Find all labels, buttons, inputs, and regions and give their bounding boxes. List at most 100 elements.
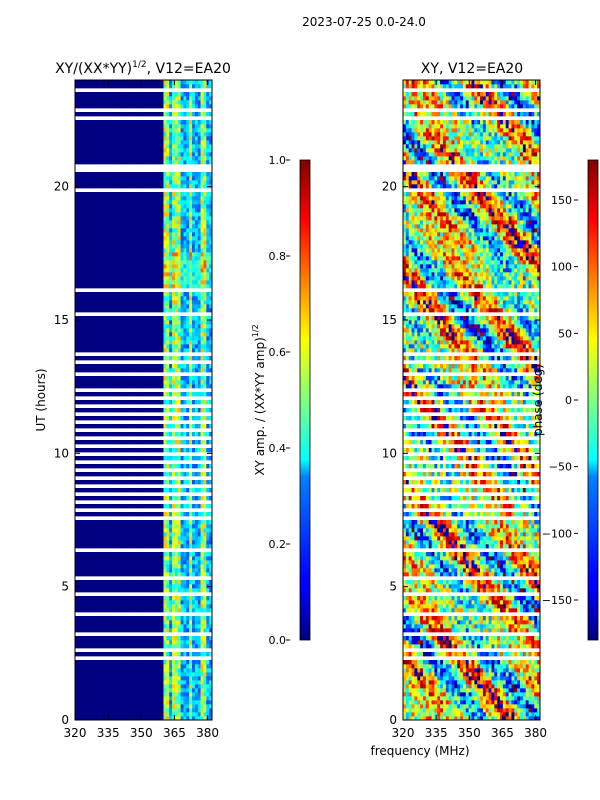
heatmap-cell xyxy=(189,488,193,493)
heatmap-cell xyxy=(200,296,204,301)
heatmap-cell xyxy=(177,628,181,633)
heatmap-cell xyxy=(192,400,196,405)
heatmap-cell xyxy=(83,364,87,369)
heatmap-cell xyxy=(143,696,147,701)
heatmap-cell xyxy=(140,336,144,341)
heatmap-cell xyxy=(209,532,213,537)
heatmap-cell xyxy=(132,496,136,501)
heatmap-cell xyxy=(209,596,213,601)
heatmap-cell xyxy=(103,304,107,309)
heatmap-cell xyxy=(152,552,156,557)
heatmap-cell xyxy=(137,584,141,589)
heatmap-cell xyxy=(120,640,124,645)
heatmap-cell xyxy=(174,328,179,333)
heatmap-cell xyxy=(140,464,144,469)
heatmap-cell xyxy=(123,192,127,197)
heatmap-cell xyxy=(174,308,179,313)
heatmap-cell xyxy=(143,496,147,501)
heatmap-cell xyxy=(129,488,133,493)
heatmap-cell xyxy=(180,320,184,325)
heatmap-cell xyxy=(209,628,213,633)
heatmap-cell xyxy=(146,512,150,517)
heatmap-cell xyxy=(183,604,187,609)
heatmap-cell xyxy=(206,692,210,697)
heatmap-cell xyxy=(197,524,201,529)
heatmap-cell xyxy=(206,424,210,429)
heatmap-cell xyxy=(100,512,104,517)
heatmap-cell xyxy=(132,236,136,241)
heatmap-cell xyxy=(203,280,207,285)
heatmap-cell xyxy=(117,676,122,681)
heatmap-cell xyxy=(200,608,204,613)
heatmap-cell xyxy=(86,328,90,333)
heatmap-cell xyxy=(143,284,147,289)
heatmap-cell xyxy=(194,480,199,485)
heatmap-cell xyxy=(146,384,150,389)
heatmap-cell xyxy=(106,296,110,301)
heatmap-cell xyxy=(89,532,93,537)
heatmap-cell xyxy=(97,708,102,713)
heatmap-cell xyxy=(120,216,124,221)
heatmap-cell xyxy=(192,416,196,421)
heatmap-cell xyxy=(174,504,179,509)
heatmap-cell xyxy=(132,716,136,721)
heatmap-cell xyxy=(160,588,164,593)
heatmap-cell xyxy=(177,392,181,397)
heatmap-cell xyxy=(172,224,176,229)
heatmap-cell xyxy=(152,348,156,353)
heatmap-cell xyxy=(77,252,82,257)
heatmap-cell xyxy=(114,512,119,517)
heatmap-cell xyxy=(200,596,204,601)
heatmap-cell xyxy=(183,684,187,689)
heatmap-cell xyxy=(169,532,173,537)
heatmap-cell xyxy=(100,356,104,361)
heatmap-cell xyxy=(86,616,90,621)
heatmap-cell xyxy=(166,652,170,657)
heatmap-cell xyxy=(177,332,181,337)
heatmap-cell xyxy=(149,296,153,301)
heatmap-cell xyxy=(177,196,181,201)
heatmap-cell xyxy=(129,336,133,341)
heatmap-cell xyxy=(206,340,210,345)
heatmap-cell xyxy=(183,268,187,273)
heatmap-cell xyxy=(89,572,93,577)
heatmap-cell xyxy=(129,600,133,605)
heatmap-cell xyxy=(200,616,204,621)
heatmap-cell xyxy=(203,400,207,405)
heatmap-cell xyxy=(129,240,133,245)
heatmap-cell xyxy=(166,392,170,397)
heatmap-cell xyxy=(123,416,127,421)
heatmap-cell xyxy=(94,556,99,561)
heatmap-cell xyxy=(152,700,156,705)
heatmap-cell xyxy=(109,212,113,217)
heatmap-cell xyxy=(83,600,87,605)
heatmap-cell xyxy=(89,308,93,313)
heatmap-cell xyxy=(83,304,87,309)
heatmap-cell xyxy=(183,292,187,297)
heatmap-cell xyxy=(183,696,187,701)
heatmap-cell xyxy=(112,572,116,577)
heatmap-cell xyxy=(120,244,124,249)
heatmap-cell xyxy=(100,268,104,273)
heatmap-cell xyxy=(103,604,107,609)
heatmap-cell xyxy=(112,680,116,685)
heatmap-cell xyxy=(186,716,190,721)
heatmap-cell xyxy=(152,284,156,289)
heatmap-cell xyxy=(186,512,190,517)
heatmap-cell xyxy=(180,348,184,353)
heatmap-cell xyxy=(166,684,170,689)
heatmap-cell xyxy=(77,276,82,281)
heatmap-cell xyxy=(163,620,167,625)
heatmap-cell xyxy=(186,644,190,649)
heatmap-cell xyxy=(154,456,159,461)
heatmap-cell xyxy=(146,328,150,333)
heatmap-cell xyxy=(152,560,156,565)
heatmap-cell xyxy=(169,708,173,713)
heatmap-cell xyxy=(137,416,141,421)
heatmap-cell xyxy=(143,248,147,253)
heatmap-cell xyxy=(126,400,130,405)
heatmap-cell xyxy=(209,268,213,273)
heatmap-cell xyxy=(154,416,159,421)
heatmap-cell xyxy=(109,376,113,381)
heatmap-cell xyxy=(112,660,116,665)
